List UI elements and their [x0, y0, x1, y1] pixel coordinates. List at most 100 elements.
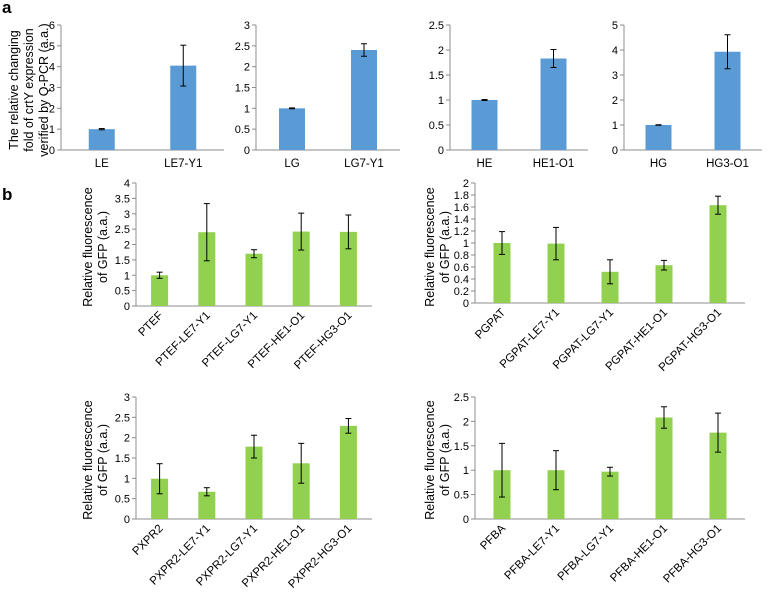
panel-a-ylabel-line1: The relative changing	[7, 30, 21, 150]
b3-ytick-label: 0.5	[115, 494, 130, 506]
chart-b3: 00.511.522.53PXPR2PXPR2-LE7-Y1PXPR2-LG7-…	[115, 392, 372, 591]
b2-ylabel-line2: of GFP (a.a.)	[438, 211, 452, 283]
b4-ytick-label: 2.5	[454, 392, 469, 404]
b3-ytick-label: 2	[124, 433, 130, 445]
chart-b4: 00.511.522.5PFBAPFBA-LE7-Y1PFBA-LG7-Y1PF…	[454, 392, 745, 585]
b1-ytick-label: 0	[124, 301, 130, 313]
b2-ytick-label: 2	[463, 178, 469, 190]
b2-ytick-label: 1.4	[454, 214, 469, 226]
b4-bar	[709, 432, 727, 519]
b3-bar	[151, 478, 169, 519]
b1-bar	[198, 232, 216, 306]
b4-bar	[547, 470, 565, 519]
a4-ytick-label: 2	[612, 95, 618, 107]
b3-category-label: PXPR2	[131, 523, 166, 558]
b1-ytick-label: 2	[124, 240, 130, 252]
b1-ytick-label: 1	[124, 270, 130, 282]
a3-bar	[471, 100, 498, 150]
a2-bar	[279, 108, 305, 150]
b3-ytick-label: 1	[124, 473, 130, 485]
a3-ytick-label: 2	[438, 45, 444, 57]
a3-bar	[540, 58, 567, 150]
chart-a1: 0 1 2 3 4 5 6 LE LE7-Y1	[49, 20, 224, 170]
b2-ytick-label: 1	[463, 238, 469, 250]
b3-ytick-label: 1.5	[115, 453, 130, 465]
b1-ytick-label: 4	[124, 178, 130, 190]
b4-bar	[601, 471, 619, 519]
b3-ytick-label: 3	[124, 392, 130, 404]
b1-ylabel-line2: of GFP (a.a.)	[96, 211, 110, 283]
b2-bar	[601, 271, 619, 303]
b2-bar	[709, 205, 727, 303]
b1-category-label: PTEF	[136, 310, 165, 339]
b2-ytick-label: 1.6	[454, 202, 469, 214]
b2-ytick-label: 0	[463, 298, 469, 310]
b2-ytick-label: 0.2	[454, 286, 469, 298]
b3-ytick-label: 0	[124, 514, 130, 526]
b4-ytick-label: 0.5	[454, 490, 469, 502]
a1-category-label: LE7-Y1	[164, 158, 202, 170]
b1-ytick-label: 0.5	[115, 286, 130, 298]
a4-category-label: HG	[650, 158, 667, 170]
a3-category-label: HE1-O1	[533, 158, 575, 170]
b4-category-label: PFBA	[478, 522, 508, 552]
panel-a-ylabel-line3: verified by Q-PCR (a.a.)	[37, 23, 51, 156]
a4-ytick-label: 3	[612, 70, 618, 82]
a2-ytick-label: 2.5	[235, 41, 250, 53]
panel-a-ylabel-line2: fold of crtY expression	[22, 28, 36, 151]
charts-layer: 0 1 2 3 4 5 6 LE LE7-Y1 0 0.5 1 1.5 2 2.5 3 LG LG7-Y1 0 0.5…	[49, 20, 762, 591]
a4-category-label: HG3-O1	[706, 158, 749, 170]
b1-ytick-label: 3.5	[115, 193, 130, 205]
b3-ylabel-line2: of GFP (a.a.)	[96, 424, 110, 496]
a3-category-label: HE	[477, 158, 493, 170]
b2-bar	[493, 243, 511, 303]
b3-bar	[245, 446, 263, 519]
a3-ytick-label: 0	[438, 145, 444, 157]
a2-ytick-label: 2	[244, 62, 250, 74]
a4-ytick-label: 5	[612, 20, 618, 32]
a1-ytick-label: 6	[49, 20, 55, 32]
a1-category-label: LE	[95, 158, 109, 170]
a3-ytick-label: 1	[438, 95, 444, 107]
chart-b1: 00.511.522.533.54PTEFPTEF-LE7-Y1PTEF-LG7…	[115, 178, 372, 372]
b1-bar	[292, 231, 310, 306]
b1-ytick-label: 2.5	[115, 224, 130, 236]
b2-category-label: PGPAT	[473, 307, 508, 342]
b1-bar	[339, 231, 357, 306]
b4-category-label: PFBA-HG3-O1	[661, 523, 724, 586]
a1-ytick-label: 1	[49, 124, 55, 136]
b4-category-label: PFBA-LG7-Y1	[556, 523, 616, 583]
b1-ytick-label: 1.5	[115, 255, 130, 267]
a2-ytick-label: 1	[244, 103, 250, 115]
a2-category-label: LG	[284, 158, 299, 170]
b1-ytick-label: 3	[124, 209, 130, 221]
b4-ytick-label: 0	[463, 514, 469, 526]
b4-ytick-label: 1	[463, 465, 469, 477]
b4-ylabel-line1: Relative fluorescence	[423, 400, 437, 520]
b3-bar	[292, 463, 310, 519]
a2-ytick-label: 1.5	[235, 83, 250, 95]
a1-ytick-label: 4	[49, 62, 55, 74]
b3-ytick-label: 2.5	[115, 412, 130, 424]
a2-ytick-label: 0	[244, 145, 250, 157]
b2-bar	[655, 265, 673, 303]
a3-ytick-label: 2.5	[429, 20, 444, 32]
a1-ytick-label: 3	[49, 83, 55, 95]
b2-bar	[547, 243, 565, 303]
a4-ytick-label: 4	[612, 45, 618, 57]
b4-category-label: PFBA-LE7-Y1	[503, 523, 563, 583]
b1-ylabel-line1: Relative fluorescence	[81, 187, 95, 307]
b4-bar	[655, 417, 673, 519]
panel-b-label: b	[2, 185, 12, 204]
a4-ytick-label: 0	[612, 145, 618, 157]
b2-ytick-label: 1.2	[454, 226, 469, 238]
b3-bar	[339, 425, 357, 519]
a2-category-label: LG7-Y1	[344, 158, 384, 170]
chart-a2: 0 0.5 1 1.5 2 2.5 3 LG LG7-Y1	[235, 20, 400, 170]
panel-a-label: a	[2, 0, 12, 17]
b4-ytick-label: 1.5	[454, 441, 469, 453]
a4-ytick-label: 1	[612, 120, 618, 132]
a1-ytick-label: 0	[49, 145, 55, 157]
b3-ylabel-line1: Relative fluorescence	[81, 400, 95, 520]
